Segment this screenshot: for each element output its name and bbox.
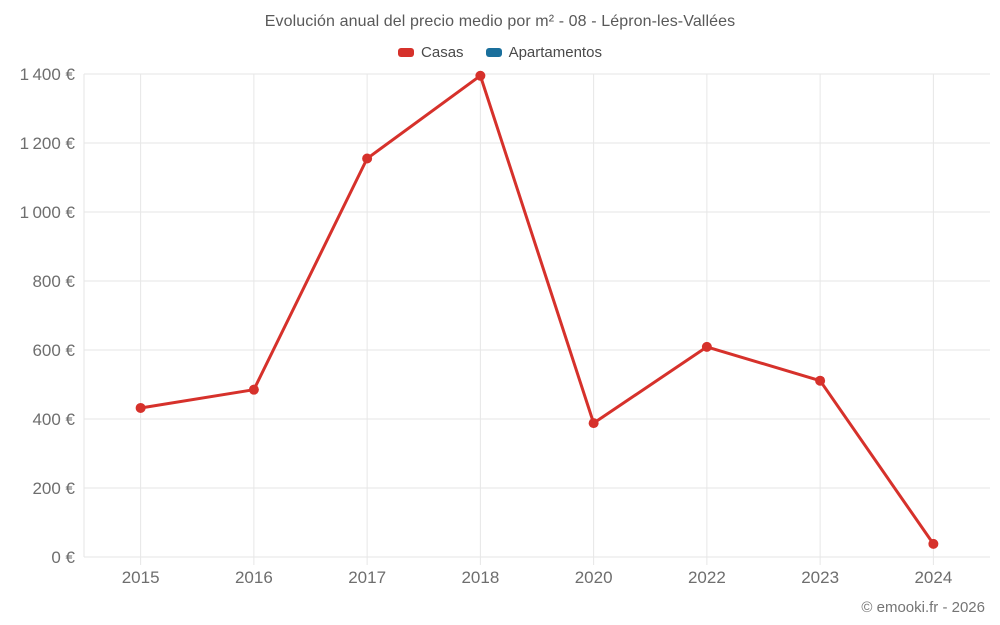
data-point-casas-2016[interactable] [248, 384, 259, 395]
y-axis-tick-label: 1 200 € [20, 134, 76, 153]
x-axis-tick-label: 2022 [688, 568, 726, 587]
casas-series-swatch-icon [398, 48, 415, 57]
y-axis-tick-label: 1 000 € [20, 203, 76, 222]
legend-item-casas[interactable]: Casas [398, 44, 464, 61]
y-axis-tick-label: 1 400 € [20, 65, 76, 84]
data-point-casas-2018[interactable] [475, 70, 486, 81]
data-point-casas-2017[interactable] [362, 153, 373, 164]
y-axis-tick-label: 600 € [32, 341, 75, 360]
y-axis-tick-label: 800 € [32, 272, 75, 291]
x-axis-tick-label: 2017 [348, 568, 386, 587]
x-axis-tick-label: 2016 [235, 568, 273, 587]
x-axis-tick-label: 2024 [914, 568, 952, 587]
legend-label-casas: Casas [421, 44, 464, 61]
chart-title: Evolución anual del precio medio por m² … [264, 13, 736, 30]
x-axis-tick-label: 2015 [122, 568, 160, 587]
y-axis-tick-label: 400 € [32, 410, 75, 429]
legend-item-apartamentos[interactable]: Apartamentos [485, 44, 602, 61]
data-point-casas-2015[interactable] [135, 402, 146, 413]
data-point-casas-2022[interactable] [701, 341, 712, 352]
x-axis-tick-label: 2018 [461, 568, 499, 587]
y-axis-tick-label: 200 € [32, 479, 75, 498]
data-point-casas-2020[interactable] [588, 418, 599, 429]
x-axis-tick-label: 2020 [575, 568, 613, 587]
data-point-casas-2024[interactable] [928, 538, 939, 549]
copyright-watermark: © emooki.fr - 2026 [861, 599, 985, 616]
data-point-casas-2023[interactable] [815, 375, 826, 386]
series-line-casas [139, 74, 935, 546]
legend-label-apartamentos: Apartamentos [508, 44, 602, 61]
apartamentos-series-swatch-icon [485, 48, 502, 57]
x-axis-tick-label: 2023 [801, 568, 839, 587]
legend: Casas Apartamentos [0, 44, 1000, 61]
y-axis-tick-label: 0 € [51, 548, 75, 567]
